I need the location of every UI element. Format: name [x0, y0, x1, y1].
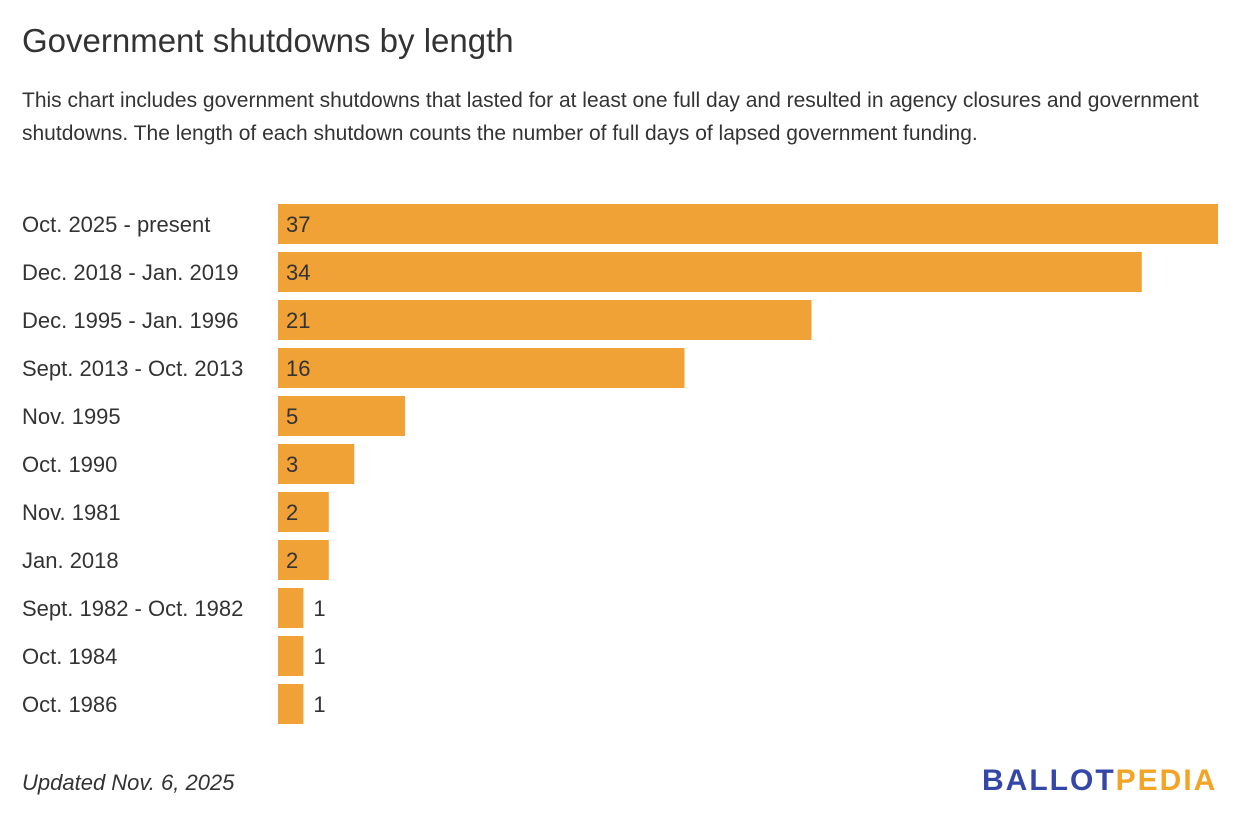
chart-title: Government shutdowns by length [22, 22, 514, 59]
bar [278, 540, 329, 580]
value-label: 37 [286, 212, 310, 237]
bar-chart: Oct. 2025 - present 37 Dec. 2018 - Jan. 20… [22, 204, 1218, 724]
logo-part-1: BALLOT [982, 764, 1116, 797]
chart-subtitle: This chart includes government shutdowns… [22, 89, 1199, 145]
bar [278, 252, 1142, 292]
value-label: 3 [286, 452, 298, 477]
value-label: 16 [286, 356, 310, 381]
value-label: 5 [286, 404, 298, 429]
category-label: Sept. 1982 - Oct. 1982 [22, 596, 243, 621]
value-label: 2 [286, 500, 298, 525]
category-label: Oct. 1984 [22, 644, 117, 669]
category-label: Jan. 2018 [22, 548, 119, 573]
bar [278, 588, 304, 628]
value-label: 1 [313, 692, 325, 717]
bar [278, 204, 1218, 244]
category-label: Nov. 1981 [22, 500, 121, 525]
bar [278, 492, 329, 532]
category-label: Nov. 1995 [22, 404, 121, 429]
bar [278, 300, 812, 340]
bar [278, 396, 406, 436]
updated-note: Updated Nov. 6, 2025 [22, 770, 235, 795]
value-label: 2 [286, 548, 298, 573]
ballotpedia-logo: BALLOTPEDIA [982, 764, 1217, 798]
category-label: Sept. 2013 - Oct. 2013 [22, 356, 243, 381]
category-label: Dec. 2018 - Jan. 2019 [22, 260, 238, 285]
category-label: Oct. 1986 [22, 692, 117, 717]
category-label: Oct. 1990 [22, 452, 117, 477]
value-label: 21 [286, 308, 310, 333]
category-label: Dec. 1995 - Jan. 1996 [22, 308, 238, 333]
value-label: 34 [286, 260, 310, 285]
bar [278, 444, 355, 484]
value-label: 1 [313, 644, 325, 669]
value-label: 1 [313, 596, 325, 621]
bar [278, 348, 685, 388]
bar [278, 636, 304, 676]
category-label: Oct. 2025 - present [22, 212, 210, 237]
bar [278, 684, 304, 724]
logo-part-2: PEDIA [1115, 764, 1218, 797]
